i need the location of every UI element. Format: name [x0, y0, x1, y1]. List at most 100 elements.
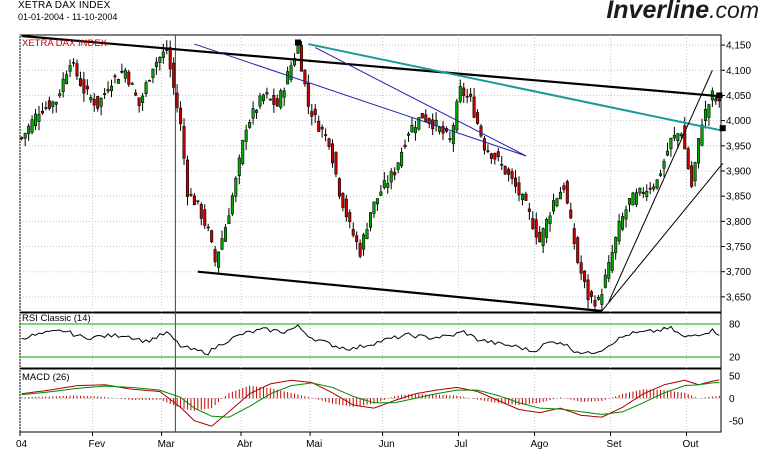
candle-up [161, 51, 165, 58]
trendline-uptrend-parallel [608, 70, 713, 303]
rsi-panel [20, 323, 721, 358]
trendline-resistance [21, 34, 723, 98]
candle-down [168, 47, 172, 70]
candle-up [237, 157, 241, 176]
candle-down [569, 209, 573, 219]
candle-up [634, 192, 638, 205]
candle-down [85, 85, 89, 90]
candle-up [286, 71, 290, 85]
candle-up [693, 162, 697, 182]
price-y-tick-label: 3,850 [726, 192, 751, 203]
candle-up [389, 171, 393, 183]
candle-up [652, 186, 656, 190]
candle-up [37, 114, 41, 122]
candle-up [697, 138, 701, 164]
candle-down [341, 192, 345, 208]
candle-down [486, 150, 490, 152]
candle-down [78, 78, 82, 86]
candle-up [217, 251, 221, 268]
x-tick-label: 04 [16, 439, 28, 450]
candle-up [638, 187, 642, 194]
candle-up [44, 107, 48, 109]
candle-up [196, 200, 200, 202]
candle-down [113, 75, 117, 78]
candle-up [116, 78, 120, 84]
trendline-teal [308, 43, 723, 132]
candle-down [127, 71, 131, 85]
candle-up [410, 124, 414, 133]
candle-down [320, 126, 324, 130]
rsi-panel-title: RSI Classic (14) [22, 313, 91, 324]
candle-up [645, 190, 649, 197]
candle-down [313, 108, 317, 116]
candle-down [514, 177, 518, 187]
trendline-channel-down [197, 270, 602, 313]
candle-down [489, 153, 493, 159]
trendline-uptrend [601, 163, 724, 312]
macd-panel [20, 379, 721, 427]
candle-down [275, 98, 279, 107]
candle-down [182, 126, 186, 159]
candle-up [147, 80, 152, 82]
price-panel-frame [19, 34, 722, 313]
candle-up [614, 237, 618, 254]
last-price-marker [716, 92, 723, 99]
x-tick-label: Ago [531, 439, 549, 450]
candle-up [189, 193, 193, 196]
candle-up [662, 160, 666, 169]
candle-up [123, 70, 127, 79]
candle-up [400, 151, 404, 167]
x-tick-label: Fev [89, 439, 106, 450]
macd-signal-line [21, 381, 720, 418]
candle-up [665, 150, 669, 156]
candle-up [455, 101, 459, 131]
candle-up [676, 133, 680, 142]
candle-down [517, 182, 521, 196]
candle-up [417, 117, 421, 130]
candle-up [438, 126, 442, 132]
candle-down [572, 228, 576, 245]
candle-up [659, 173, 663, 176]
candle-up [607, 262, 611, 279]
candle-down [348, 212, 352, 222]
candle-up [552, 200, 556, 212]
candle-up [154, 61, 158, 68]
trendline-anchor [719, 125, 726, 132]
candle-down [593, 300, 597, 307]
candle-up [68, 65, 72, 72]
candle-down [120, 70, 124, 73]
candle-down [47, 100, 51, 109]
candle-down [469, 93, 473, 97]
candle-up [58, 93, 62, 97]
candle-down [527, 208, 531, 212]
rsi-y-tick-label: 80 [729, 320, 741, 331]
candle-down [358, 242, 362, 257]
candle-down [306, 83, 310, 107]
candle-up [72, 61, 76, 64]
candle-up [610, 252, 614, 271]
candle-up [627, 198, 631, 205]
candle-down [203, 209, 207, 226]
candle-down [493, 152, 497, 160]
brand-logo[interactable]: Inverline.com [606, 0, 759, 25]
price-y-tick-label: 4,000 [726, 116, 751, 127]
candle-up [558, 192, 562, 200]
candle-up [413, 127, 417, 134]
candle-down [482, 138, 486, 151]
candle-up [368, 212, 373, 228]
candle-down [424, 114, 428, 122]
candle-down [686, 148, 690, 169]
candle-up [234, 177, 238, 197]
price-y-tick-label: 3,700 [726, 267, 751, 278]
candle-up [362, 234, 366, 250]
candle-down [334, 151, 338, 175]
trendlines [21, 34, 726, 313]
candle-up [396, 162, 400, 170]
candle-up [110, 85, 114, 92]
candle-down [714, 98, 718, 102]
candle-up [500, 164, 504, 166]
candle-down [683, 125, 687, 150]
candle-down [510, 171, 514, 179]
candle-down [393, 172, 397, 176]
macd-panel-title: MACD (26) [22, 372, 70, 383]
